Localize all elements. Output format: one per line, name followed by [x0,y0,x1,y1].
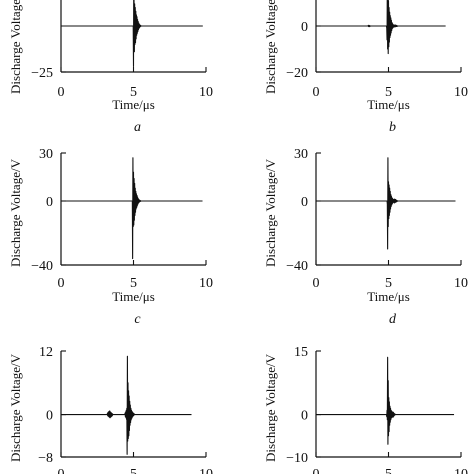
x-tick-label-a: 5 [130,85,137,100]
y-tick-label-c: 0 [46,195,53,210]
x-tick-label-e: 10 [199,467,213,474]
y-axis-label-b: Discharge Voltage/V [263,0,278,94]
y-tick-label-e: −8 [38,451,53,466]
x-tick-label-e: 0 [58,467,65,474]
y-axis-label-f: Discharge Voltage/V [263,353,278,462]
x-tick-label-d: 0 [313,276,320,291]
y-tick-label-d: 30 [294,147,308,162]
y-axis-label-e: Discharge Voltage/V [8,353,23,462]
y-tick-label-f: −10 [286,451,308,466]
x-tick-label-e: 5 [130,467,137,474]
y-axis-label-a: Discharge Voltage/V [8,0,23,94]
trace-a [60,0,204,68]
panel-letter-a: a [134,120,141,135]
panel-letter-b: b [389,120,396,135]
y-tick-label-f: 15 [294,345,308,360]
trace-f [315,356,455,445]
trace-e [60,355,192,455]
y-tick-label-d: −40 [286,259,308,274]
panel-c: 0 5 10 30 0 −40 Discharge Voltage/V Time/μs c [8,147,213,327]
y-tick-label-e: 0 [46,409,53,424]
x-tick-label-b: 10 [454,85,468,100]
y-tick-label-e: 12 [39,345,53,360]
x-tick-label-b: 5 [385,85,392,100]
x-tick-label-f: 10 [454,467,468,474]
panel-b: 0 5 10 0 −20 Discharge Voltage/V Time/μs b [263,0,468,135]
x-tick-label-d: 10 [454,276,468,291]
x-tick-label-c: 10 [199,276,213,291]
x-axis-label-d: Time/μs [367,289,410,304]
x-tick-label-c: 5 [130,276,137,291]
trace-d [315,157,456,250]
y-tick-label-b: 0 [301,20,308,35]
x-tick-label-b: 0 [313,85,320,100]
x-axis-label-a: Time/μs [112,97,155,112]
x-tick-label-a: 10 [199,85,213,100]
x-tick-label-c: 0 [58,276,65,291]
y-tick-label-f: 0 [301,409,308,424]
y-tick-label-a: −25 [31,66,53,81]
x-tick-label-d: 5 [385,276,392,291]
x-axis-label-b: Time/μs [367,97,410,112]
y-tick-label-d: 0 [301,195,308,210]
x-tick-label-a: 0 [58,85,65,100]
y-tick-label-c: −40 [31,259,53,274]
x-tick-label-f: 0 [313,467,320,474]
y-axis-label-d: Discharge Voltage/V [263,158,278,267]
x-tick-label-f: 5 [385,467,392,474]
y-tick-label-b: −20 [286,66,308,81]
x-axis-label-c: Time/μs [112,289,155,304]
panel-letter-d: d [389,312,397,327]
panel-d: 0 5 10 30 0 −40 Discharge Voltage/V Time/μs d [263,147,468,327]
y-axis-label-c: Discharge Voltage/V [8,158,23,267]
panel-f: 0 5 10 15 0 −10 Discharge Voltage/V [263,345,468,474]
y-tick-label-c: 30 [39,147,53,162]
panel-letter-c: c [134,312,141,327]
panel-a: 0 5 10 −25 Discharge Voltage/V Time/μs a [8,0,213,135]
trace-c [60,157,203,260]
panel-e: 0 5 10 12 0 −8 Discharge Voltage/V [8,345,213,474]
trace-b [315,0,446,55]
